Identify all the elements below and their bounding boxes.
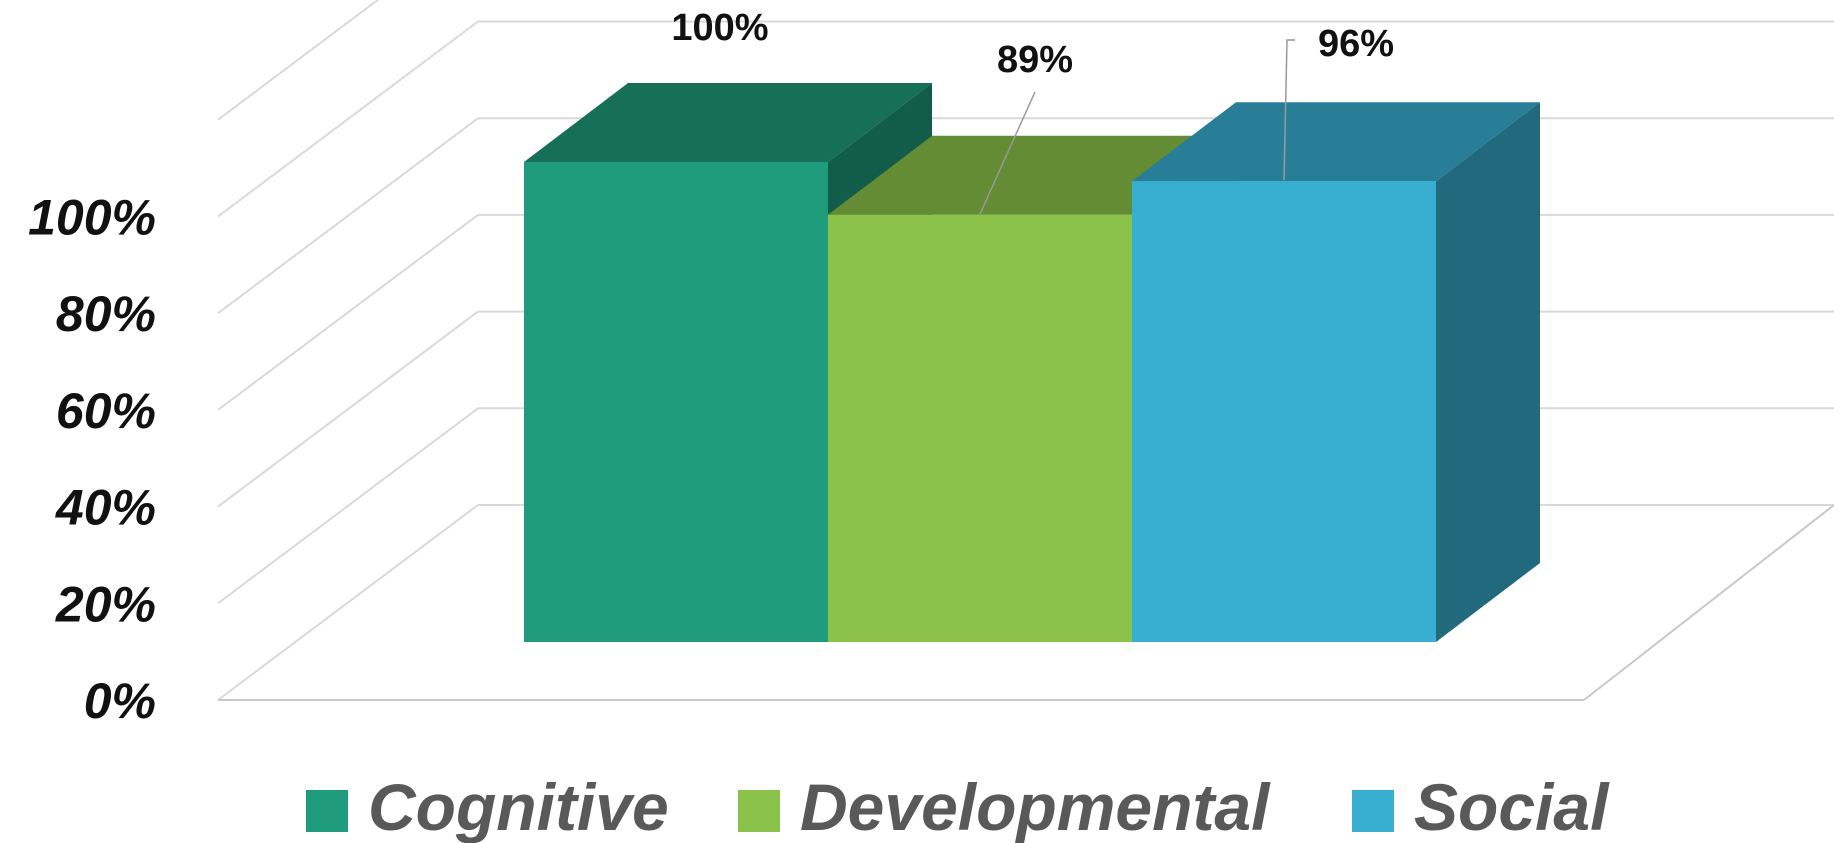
data-labels: 100% 89% 96% xyxy=(671,7,1394,215)
side-gridline xyxy=(217,504,479,701)
data-label: 89% xyxy=(997,39,1073,81)
bars xyxy=(524,83,1540,643)
y-axis-ticks: 0% 20% 40% 60% 80% 100% xyxy=(28,190,156,730)
data-label: 96% xyxy=(1318,23,1394,65)
legend-swatch xyxy=(738,790,780,832)
data-label: 100% xyxy=(671,7,768,49)
side-gridline xyxy=(217,310,479,508)
bar-top-face xyxy=(524,83,932,162)
legend-swatch xyxy=(1352,790,1394,832)
legend-label: Cognitive xyxy=(368,770,669,843)
legend-item-cognitive: Cognitive xyxy=(306,770,669,843)
side-gridline xyxy=(217,20,479,218)
leader-line xyxy=(1283,39,1295,181)
legend-item-developmental: Developmental xyxy=(738,770,1271,843)
floor-right-edge xyxy=(1583,504,1834,701)
legend-swatch xyxy=(306,790,348,832)
bar-front-face-overlay xyxy=(1132,181,1436,642)
y-tick-label: 20% xyxy=(55,576,156,632)
y-tick-label: 100% xyxy=(28,190,156,246)
legend: Cognitive Developmental Social xyxy=(306,770,1610,843)
side-gridline xyxy=(217,117,479,315)
y-tick-label: 80% xyxy=(56,286,156,342)
leader-line xyxy=(979,91,1036,215)
side-gridline xyxy=(217,214,479,411)
side-gridline xyxy=(217,0,380,121)
y-tick-label: 40% xyxy=(55,480,156,536)
bar-front-face-overlay xyxy=(828,214,1132,643)
bar-front-face-overlay xyxy=(524,162,828,642)
side-gridline xyxy=(217,407,479,605)
y-tick-label: 60% xyxy=(56,383,156,439)
legend-label: Social xyxy=(1414,770,1610,843)
y-tick-label: 0% xyxy=(84,673,156,729)
legend-item-social: Social xyxy=(1352,770,1610,843)
bar-side-face xyxy=(1436,102,1540,642)
bar-top-face xyxy=(1132,102,1540,182)
legend-label: Developmental xyxy=(800,770,1271,843)
